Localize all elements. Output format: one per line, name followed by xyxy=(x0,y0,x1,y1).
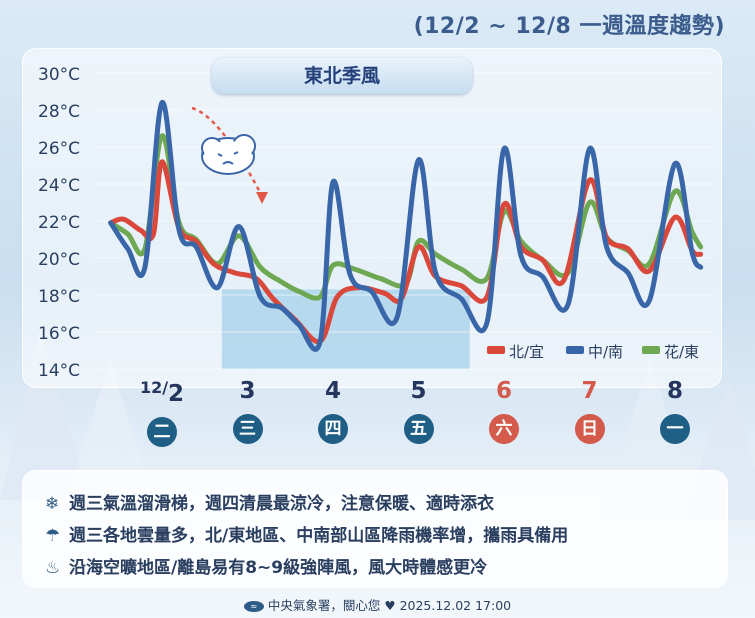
legend-swatch xyxy=(566,346,584,354)
note-item: ❄ 週三氣溫溜滑梯，週四清晨最涼冷，注意保暖、適時添衣 xyxy=(45,489,494,514)
day-date: 12/2 xyxy=(139,378,185,407)
legend-label: 北/宜 xyxy=(509,343,544,361)
weekday-badge: 一 xyxy=(660,414,690,444)
day-date: 6 xyxy=(495,378,512,404)
day-date: 5 xyxy=(410,378,427,404)
weekday-badge: 三 xyxy=(232,414,263,444)
y-tick-label: 16°C xyxy=(38,324,80,344)
note-item: ☂ 週三各地雲量多，北/東地區、中南部山區降雨機率增，攜雨具備用 xyxy=(45,521,568,546)
note-text: 週三氣溫溜滑梯，週四清晨最涼冷，注意保暖、適時添衣 xyxy=(69,494,494,514)
y-tick-label: 30°C xyxy=(38,65,80,85)
umbrella-icon: ☂ xyxy=(45,526,61,546)
day-date: 8 xyxy=(666,378,683,404)
y-tick-label: 24°C xyxy=(38,176,80,196)
cwa-logo-icon: ≈ xyxy=(243,601,264,612)
day-month-prefix: 12/ xyxy=(139,378,169,397)
legend-swatch xyxy=(642,346,660,354)
snowy-tree xyxy=(0,330,90,500)
legend-swatch xyxy=(487,346,505,354)
snowflake-icon: ❄ xyxy=(45,494,60,514)
cold-period-shading xyxy=(221,289,470,369)
day-date: 7 xyxy=(581,378,598,404)
y-tick-label: 22°C xyxy=(38,213,80,233)
weekday-badge: 六 xyxy=(489,414,519,444)
chart-title: (12/2 ~ 12/8 一週溫度趨勢) xyxy=(413,14,725,39)
weekday-badge: 日 xyxy=(574,414,605,444)
legend-label: 中/南 xyxy=(588,343,623,361)
footer-org: 中央氣象署，關心您 xyxy=(267,598,381,613)
monsoon-banner: 東北季風 xyxy=(212,58,472,94)
note-text: 沿海空曠地區/離島易有8~9級強陣風，風大時體感更冷 xyxy=(69,558,488,578)
footer-datetime: 2025.12.02 17:00 xyxy=(399,598,512,613)
cold-wind-cloud-icon xyxy=(191,106,268,204)
heart-icon: ♥ xyxy=(384,598,396,613)
weekday-badge: 二 xyxy=(147,417,177,447)
y-tick-label: 14°C xyxy=(38,361,80,381)
series-line xyxy=(108,100,704,352)
day-date: 3 xyxy=(239,378,256,404)
note-text: 週三各地雲量多，北/東地區、中南部山區降雨機率增，攜雨具備用 xyxy=(69,526,569,546)
wind-icon: ♨ xyxy=(45,558,61,578)
y-tick-label: 18°C xyxy=(38,287,80,307)
weekday-badge: 四 xyxy=(318,414,348,444)
weekday-badge: 五 xyxy=(403,414,434,444)
notes-box: ❄ 週三氣溫溜滑梯，週四清晨最涼冷，注意保暖、適時添衣 ☂ 週三各地雲量多，北/東地… xyxy=(22,470,728,588)
footer: ≈ 中央氣象署，關心您 ♥ 2025.12.02 17:00 xyxy=(0,595,755,614)
y-tick-label: 26°C xyxy=(38,139,80,159)
day-date: 4 xyxy=(324,378,341,404)
note-item: ♨ 沿海空曠地區/離島易有8~9級強陣風，風大時體感更冷 xyxy=(45,553,487,578)
y-tick-label: 20°C xyxy=(38,250,80,270)
y-tick-label: 28°C xyxy=(38,102,80,122)
legend-label: 花/東 xyxy=(664,343,699,361)
day-column: 12/2 二 xyxy=(132,378,192,447)
